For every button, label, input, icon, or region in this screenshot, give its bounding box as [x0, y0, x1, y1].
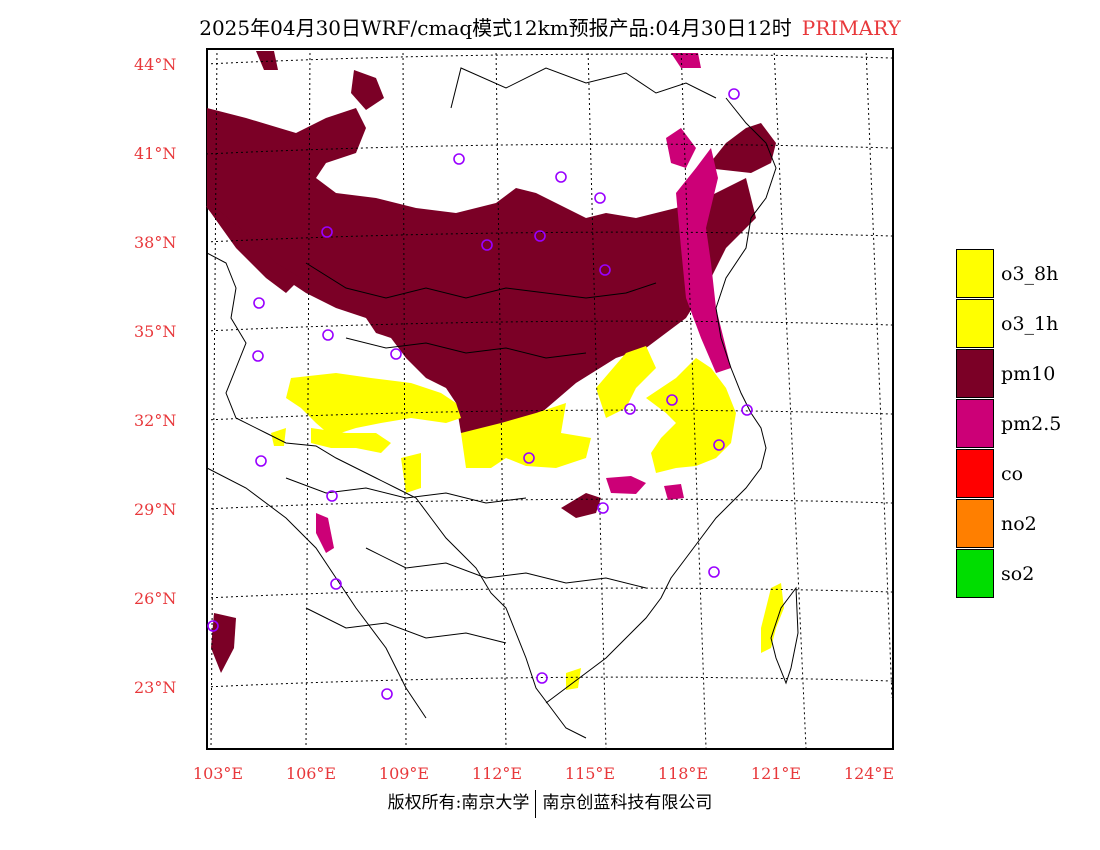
map-title: 2025年04月30日WRF/cmaq模式12km预报产品:04月30日12时 P…: [0, 12, 1100, 41]
legend-label: o3_8h: [1001, 263, 1059, 285]
footer-right: 南京创蓝科技有限公司: [542, 793, 713, 813]
legend-swatch: [956, 399, 994, 448]
lat-label-44: 44°N: [134, 55, 177, 74]
lat-label-23: 23°N: [134, 678, 177, 697]
copyright-footer: 版权所有:南京大学 南京创蓝科技有限公司: [0, 788, 1100, 818]
lon-label-112: 112°E: [471, 764, 523, 783]
lon-label-109: 109°E: [378, 764, 430, 783]
legend-swatch: [956, 349, 994, 398]
lat-label-26: 26°N: [134, 589, 177, 608]
lat-label-41: 41°N: [134, 144, 177, 163]
lon-label-121: 121°E: [750, 764, 802, 783]
lon-label-103: 103°E: [192, 764, 244, 783]
legend-label: o3_1h: [1001, 313, 1059, 335]
legend-swatch: [956, 299, 994, 348]
footer-separator: [535, 789, 537, 818]
legend-label: pm2.5: [1001, 413, 1062, 435]
footer-left: 版权所有:南京大学: [387, 793, 530, 813]
lon-label-115: 115°E: [564, 764, 616, 783]
legend-swatch: [956, 249, 994, 298]
title-main: 2025年04月30日WRF/cmaq模式12km预报产品:04月30日12时: [199, 16, 792, 40]
province-boundaries: [206, 67, 799, 739]
lon-label-106: 106°E: [285, 764, 337, 783]
lon-label-124: 124°E: [843, 764, 895, 783]
legend-swatch: [956, 549, 994, 598]
legend-label: co: [1001, 463, 1024, 485]
pollution-map: [206, 48, 894, 750]
pm10-region: [206, 51, 776, 673]
legend-swatch: [956, 449, 994, 498]
lat-label-32: 32°N: [134, 411, 177, 430]
o3-region: [271, 346, 784, 690]
legend-swatch: [956, 499, 994, 548]
lat-label-29: 29°N: [134, 500, 177, 519]
lon-label-118: 118°E: [657, 764, 709, 783]
legend-label: no2: [1001, 513, 1037, 535]
lat-label-35: 35°N: [134, 322, 177, 341]
legend-label: pm10: [1001, 363, 1056, 385]
title-tag: PRIMARY: [801, 16, 901, 40]
legend-label: so2: [1001, 563, 1035, 585]
station-markers: [207, 88, 753, 700]
lat-label-38: 38°N: [134, 233, 177, 252]
